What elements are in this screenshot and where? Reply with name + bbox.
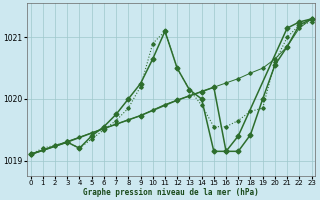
X-axis label: Graphe pression niveau de la mer (hPa): Graphe pression niveau de la mer (hPa)	[83, 188, 259, 197]
